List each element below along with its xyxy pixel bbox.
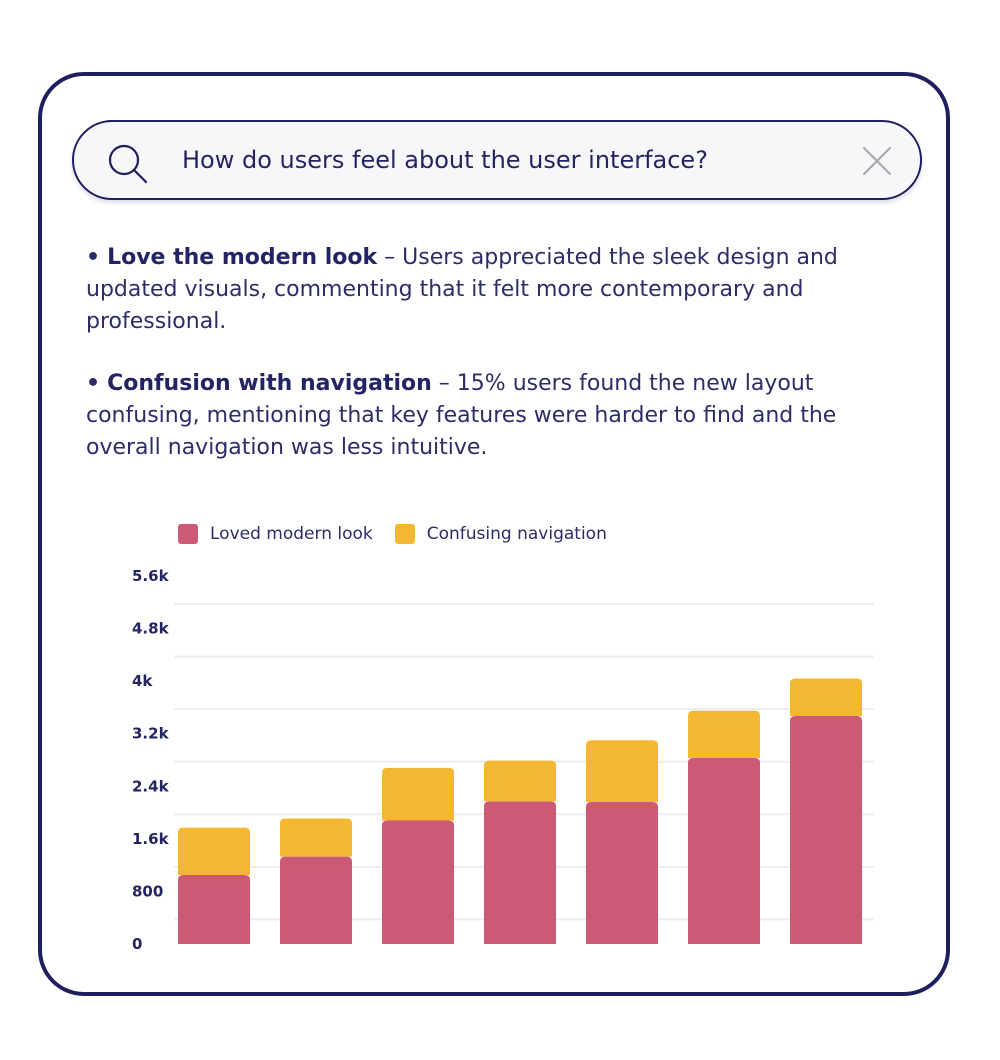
legend-item-confusing: Confusing navigation (394, 524, 607, 544)
bar-loved-modern-look (382, 820, 454, 944)
legend-swatch-loved (178, 524, 198, 544)
y-tick-label: 0 (132, 935, 142, 953)
legend-label: Confusing navigation (426, 524, 607, 544)
bullet-text: – 15% users found the new layout confusi… (86, 371, 837, 460)
bar-confusing-navigation (280, 818, 352, 857)
close-icon[interactable] (862, 146, 892, 176)
bar-confusing-navigation (178, 827, 250, 875)
search-input[interactable]: How do users feel about the user interfa… (182, 146, 708, 174)
search-bar[interactable]: How do users feel about the user interfa… (72, 120, 922, 200)
bar-confusing-navigation (484, 760, 556, 802)
y-tick-label: 3.2k (132, 725, 170, 743)
legend-label: Loved modern look (210, 524, 373, 544)
bullet-modern-look: • Love the modern look – Users appreciat… (86, 242, 886, 338)
bar-loved-modern-look (178, 875, 250, 944)
bullet-text: – Users appreciated the sleek design and… (86, 245, 838, 334)
bar-loved-modern-look (688, 758, 760, 944)
y-tick-label: 1.6k (132, 830, 170, 848)
legend-swatch-confusing (394, 524, 415, 544)
bar-confusing-navigation (790, 678, 862, 716)
bar-confusing-navigation (382, 767, 454, 821)
bar-loved-modern-look (790, 715, 862, 944)
bullet-title: Confusion with navigation (107, 371, 432, 396)
search-icon[interactable] (106, 142, 148, 184)
y-tick-label: 4.8k (132, 620, 170, 638)
chart-legend: Loved modern look Confusing navigation (178, 524, 629, 544)
y-tick-label: 5.6k (132, 567, 170, 585)
bullet-title: Love the modern look (107, 245, 378, 270)
bar-loved-modern-look (484, 801, 556, 944)
y-tick-label: 4k (132, 672, 153, 690)
answer-card: How do users feel about the user interfa… (38, 72, 950, 996)
y-tick-label: 800 (132, 882, 163, 900)
bullet-dot: • (86, 245, 101, 270)
bar-loved-modern-look (586, 802, 658, 944)
legend-item-loved: Loved modern look (178, 524, 373, 544)
y-tick-label: 2.4k (132, 777, 170, 795)
bullet-navigation: • Confusion with navigation – 15% users … (86, 368, 886, 464)
summary-bullets: • Love the modern look – Users appreciat… (86, 242, 886, 494)
bar-confusing-navigation (688, 710, 760, 759)
bar-loved-modern-look (280, 856, 352, 944)
bullet-dot: • (86, 371, 101, 396)
bar-confusing-navigation (586, 740, 658, 803)
